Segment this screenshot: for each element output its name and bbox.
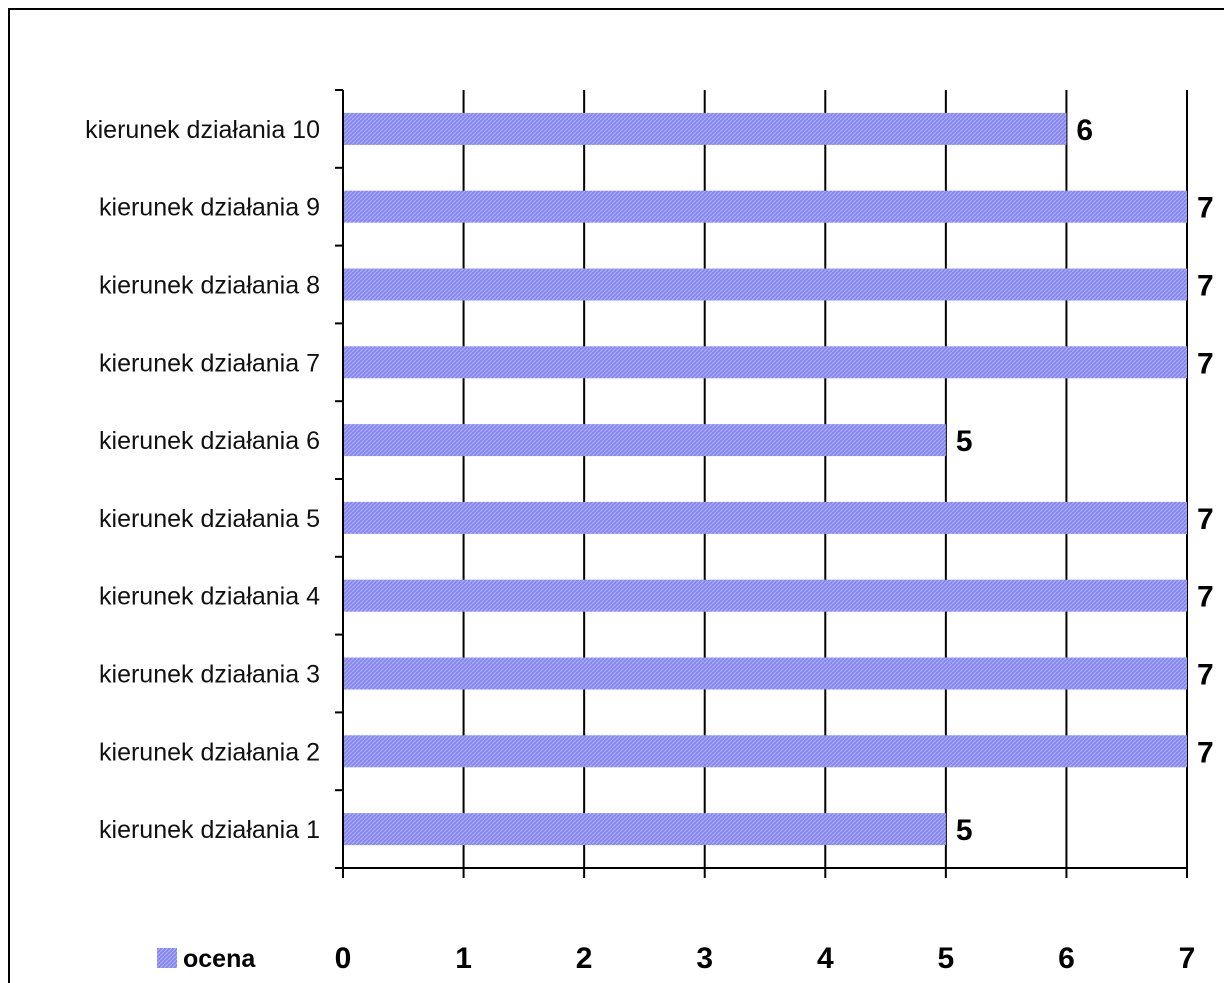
- data-label-7: 7: [1197, 347, 1214, 380]
- bar-9: [343, 190, 1187, 223]
- category-label-3: kierunek działania 3: [99, 661, 320, 689]
- data-label-4: 7: [1197, 581, 1214, 614]
- x-tick-label-0: 0: [335, 942, 352, 975]
- data-label-2: 7: [1197, 736, 1214, 769]
- legend: ocena: [157, 945, 256, 973]
- x-tick-label-4: 4: [817, 942, 834, 975]
- x-tick-label-6: 6: [1058, 942, 1075, 975]
- data-label-9: 7: [1197, 192, 1214, 225]
- bars: [343, 112, 1187, 846]
- x-tick-labels: 0 1 2 3 4 5 6 7: [335, 942, 1196, 975]
- legend-swatch: [157, 948, 177, 968]
- bar-1: [343, 813, 946, 846]
- category-label-9: kierunek działania 9: [99, 194, 320, 222]
- category-label-10: kierunek działania 10: [85, 116, 320, 144]
- category-label-1: kierunek działania 1: [99, 816, 320, 844]
- category-label-4: kierunek działania 4: [99, 583, 320, 611]
- x-tick-label-5: 5: [938, 942, 955, 975]
- x-tick-label-7: 7: [1179, 942, 1196, 975]
- bar-7: [343, 346, 1187, 379]
- data-label-1: 5: [956, 814, 973, 847]
- data-label-8: 7: [1197, 270, 1214, 303]
- category-label-7: kierunek działania 7: [99, 349, 320, 377]
- x-tick-label-2: 2: [576, 942, 593, 975]
- data-labels: 5 7 7 7 7 5 7 7 7 6: [956, 114, 1214, 847]
- bar-4: [343, 579, 1187, 612]
- category-label-8: kierunek działania 8: [99, 272, 320, 300]
- category-label-6: kierunek działania 6: [99, 427, 320, 455]
- data-label-10: 6: [1076, 114, 1093, 147]
- data-label-3: 7: [1197, 659, 1214, 692]
- x-tick-label-1: 1: [455, 942, 472, 975]
- bar-3: [343, 657, 1187, 690]
- category-labels: kierunek działania 1 kierunek działania 2…: [85, 116, 320, 844]
- chart-frame: [8, 8, 1224, 983]
- category-label-5: kierunek działania 5: [99, 505, 320, 533]
- bar-2: [343, 735, 1187, 768]
- data-label-6: 5: [956, 425, 973, 458]
- bar-6: [343, 424, 946, 457]
- legend-label: ocena: [183, 945, 256, 973]
- category-label-2: kierunek działania 2: [99, 738, 320, 766]
- axes: [335, 89, 1188, 878]
- bar-5: [343, 501, 1187, 534]
- data-label-5: 7: [1197, 503, 1214, 536]
- bar-8: [343, 268, 1187, 301]
- bar-10: [343, 112, 1067, 145]
- x-tick-label-3: 3: [696, 942, 713, 975]
